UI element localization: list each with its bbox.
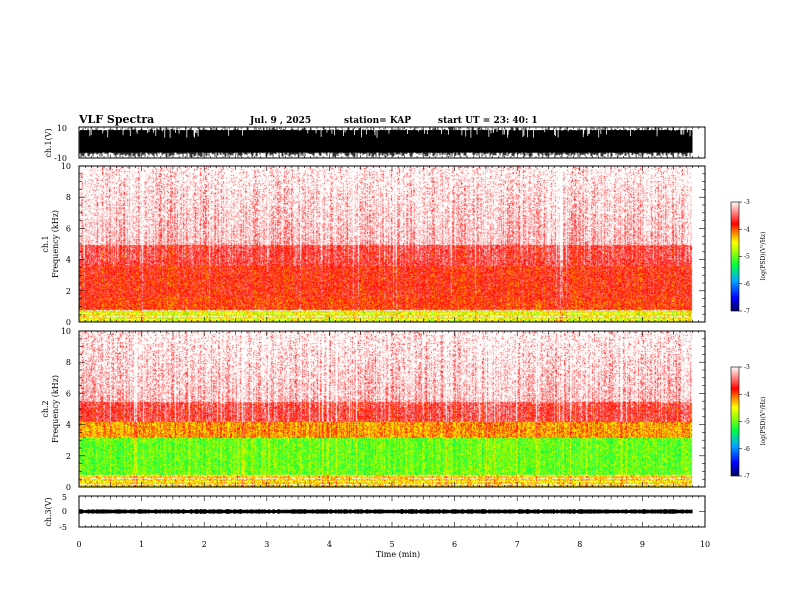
figure-station: station= KAP <box>344 116 411 126</box>
ch1-spectrogram-image <box>79 166 705 322</box>
ch1-waveform-panel: 10 -10 ch.1(V) <box>44 124 706 163</box>
colorbar-tick-label: -5 <box>744 419 750 426</box>
ch2-spectrogram-ticks <box>78 330 706 488</box>
colorbar-tick-label: -4 <box>744 391 750 398</box>
time-tick-label: 5 <box>389 540 394 549</box>
ch1-waveform-trace <box>79 127 693 158</box>
ch1-colorbar: -3 -4 -5 -6 -7 log(PSD)(V²/Hz) <box>730 199 767 315</box>
ch1-waveform-line <box>79 127 693 158</box>
freq-tick-label: 8 <box>66 358 71 367</box>
colorbar-tick-label: -7 <box>744 308 750 315</box>
ch1-colorbar-ticks: -3 -4 -5 -6 -7 <box>739 199 750 315</box>
ch2-colorbar-ticks: -3 -4 -5 -6 -7 <box>739 364 750 480</box>
figure-date: Jul. 9 , 2025 <box>249 116 311 126</box>
colorbar-tick-label: -5 <box>744 254 750 261</box>
ch2-spec-ylabel-freq: Frequency (kHz) <box>51 375 60 443</box>
time-axis-tick-labels: 0 1 2 3 4 5 6 7 8 9 10 <box>76 540 710 549</box>
colorbar-tick-label: -6 <box>744 446 750 453</box>
time-tick-label: 3 <box>264 540 269 549</box>
time-tick-label: 0 <box>76 540 81 549</box>
ch3-ytick-bottom: -5 <box>59 523 67 532</box>
time-axis-label: Time (min) <box>376 550 420 559</box>
ch2-spectrogram-panel: 0 2 4 6 8 10 ch.2 Frequency (kHz) <box>41 327 706 492</box>
colorbar-tick-label: -3 <box>744 199 750 206</box>
ch1-spectrogram-panel: 0 2 4 6 8 10 ch.1 Frequency (kHz) <box>41 162 706 327</box>
freq-tick-label: 2 <box>66 287 71 296</box>
ch3-waveform-trace <box>79 509 693 514</box>
freq-tick-label: 0 <box>66 318 71 327</box>
time-tick-label: 6 <box>452 540 457 549</box>
freq-tick-label: 4 <box>66 256 71 265</box>
freq-tick-label: 2 <box>66 452 71 461</box>
time-tick-label: 8 <box>577 540 582 549</box>
ch2-spec-ylabel-channel: ch.2 <box>41 400 50 417</box>
ch2-colorbar-label: log(PSD)(V²/Hz) <box>760 397 767 446</box>
ch3-ylabel: ch.3(V) <box>44 497 53 526</box>
ch3-ytick-mid: 0 <box>62 507 67 516</box>
ch1-ytick-bottom: -10 <box>54 154 67 163</box>
ch2-colorbar-scale <box>730 366 740 477</box>
colorbar-tick-label: -7 <box>744 473 750 480</box>
freq-tick-label: 10 <box>61 162 71 171</box>
freq-tick-label: 0 <box>66 483 71 492</box>
ch2-colorbar: -3 -4 -5 -6 -7 log(PSD)(V²/Hz) <box>730 364 767 480</box>
colorbar-tick-label: -4 <box>744 226 750 233</box>
time-tick-label: 7 <box>515 540 520 549</box>
freq-tick-label: 6 <box>66 389 71 398</box>
ch2-spectrogram-ytick-labels: 0 2 4 6 8 10 <box>61 327 71 492</box>
freq-tick-label: 10 <box>61 327 71 336</box>
ch3-waveform-panel: 5 0 -5 ch.3(V) <box>44 493 706 532</box>
time-tick-label: 2 <box>202 540 207 549</box>
ch1-colorbar-scale <box>730 201 740 312</box>
freq-tick-label: 8 <box>66 193 71 202</box>
time-tick-label: 10 <box>700 540 710 549</box>
ch1-spec-ylabel-channel: ch.1 <box>41 235 50 252</box>
time-tick-label: 9 <box>640 540 645 549</box>
freq-tick-label: 4 <box>66 421 71 430</box>
ch1-spectrogram-ticks <box>78 165 706 323</box>
ch3-ytick-top: 5 <box>62 493 67 502</box>
colorbar-tick-label: -6 <box>744 281 750 288</box>
ch3-waveform-line <box>79 509 693 514</box>
ch1-spec-ylabel-freq: Frequency (kHz) <box>51 210 60 278</box>
figure-title: VLF Spectra <box>78 113 154 126</box>
ch1-spectrogram-ytick-labels: 0 2 4 6 8 10 <box>61 162 71 327</box>
figure-start-time: start UT = 23: 40: 1 <box>438 116 538 126</box>
ch1-waveform-ticks <box>78 126 706 159</box>
ch1-ylabel: ch.1(V) <box>44 128 53 157</box>
colorbar-tick-label: -3 <box>744 364 750 371</box>
time-tick-label: 4 <box>327 540 332 549</box>
ch2-spectrogram-image <box>79 331 705 487</box>
ch1-ytick-top: 10 <box>57 124 67 133</box>
ch3-waveform-ticks <box>78 495 706 528</box>
time-tick-label: 1 <box>139 540 144 549</box>
freq-tick-label: 6 <box>66 224 71 233</box>
ch1-colorbar-label: log(PSD)(V²/Hz) <box>760 232 767 281</box>
